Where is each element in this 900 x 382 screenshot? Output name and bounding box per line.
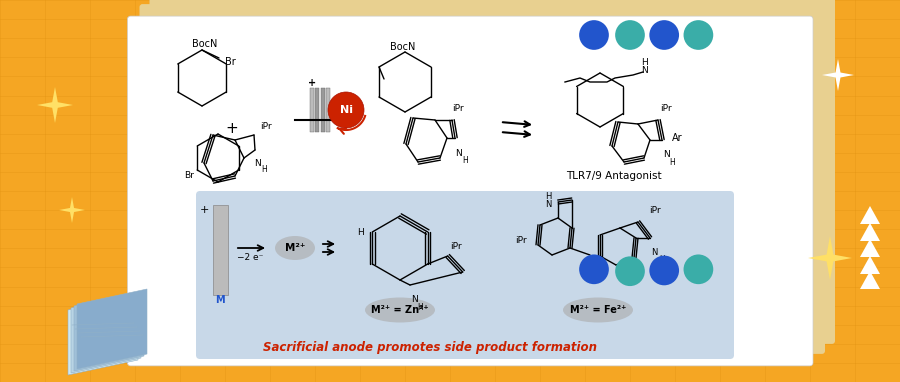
Text: N: N [662,149,670,159]
Circle shape [580,254,608,284]
Polygon shape [822,59,854,91]
Circle shape [684,254,713,284]
Circle shape [616,256,644,286]
Circle shape [650,20,680,50]
Text: M: M [215,295,225,305]
Ellipse shape [563,298,633,322]
Text: Ni: Ni [339,105,353,115]
Polygon shape [77,289,147,369]
Text: TLR7/9 Antagonist: TLR7/9 Antagonist [566,171,662,181]
Text: H: H [659,256,665,264]
Polygon shape [860,206,880,224]
Polygon shape [37,87,73,123]
Text: −2 e⁻: −2 e⁻ [237,254,263,262]
Polygon shape [68,295,138,375]
Text: N: N [254,159,260,167]
FancyBboxPatch shape [140,4,825,354]
FancyBboxPatch shape [128,16,813,366]
Polygon shape [59,197,85,223]
Circle shape [580,20,608,50]
Text: iPr: iPr [516,235,527,244]
Polygon shape [860,223,880,241]
Text: M²⁺ = Zn²⁺: M²⁺ = Zn²⁺ [371,305,428,315]
Text: BocN: BocN [390,42,416,52]
Text: N: N [651,248,657,256]
Circle shape [650,256,680,285]
Text: N: N [642,65,648,74]
Text: BocN: BocN [192,39,218,49]
Polygon shape [860,256,880,274]
FancyBboxPatch shape [196,191,734,359]
Ellipse shape [275,236,315,260]
Text: H: H [544,191,551,201]
Text: Br: Br [184,170,194,180]
Circle shape [684,20,713,50]
Bar [310,88,314,132]
Text: M²⁺ = Fe²⁺: M²⁺ = Fe²⁺ [570,305,626,315]
Text: H: H [642,58,648,66]
Text: H: H [357,228,364,236]
Text: iPr: iPr [450,241,462,251]
Text: M²⁺: M²⁺ [284,243,305,253]
Text: iPr: iPr [260,121,272,131]
Polygon shape [74,291,144,371]
Text: iPr: iPr [649,206,661,215]
Text: iPr: iPr [661,104,671,113]
Polygon shape [808,236,852,280]
Polygon shape [860,271,880,289]
Text: H: H [261,165,267,173]
FancyBboxPatch shape [149,0,835,344]
Ellipse shape [365,298,435,322]
Bar [213,205,228,295]
Text: N: N [454,149,462,157]
Polygon shape [860,239,880,257]
Text: Sacrificial anode promotes side product formation: Sacrificial anode promotes side product … [263,340,597,353]
Text: iPr: iPr [452,104,464,113]
Text: N: N [410,296,418,304]
Bar [326,88,330,132]
Text: +: + [226,120,239,136]
Bar [321,88,325,132]
Polygon shape [71,293,141,373]
Text: H: H [669,157,675,167]
Circle shape [616,20,644,50]
Text: N: N [544,199,551,209]
Text: Br: Br [225,57,236,67]
Circle shape [328,92,364,128]
Text: H: H [462,155,468,165]
Text: +: + [200,205,209,215]
Text: Ar: Ar [672,133,682,143]
Bar [315,88,319,132]
Text: +: + [308,78,316,88]
Text: H: H [417,304,423,312]
